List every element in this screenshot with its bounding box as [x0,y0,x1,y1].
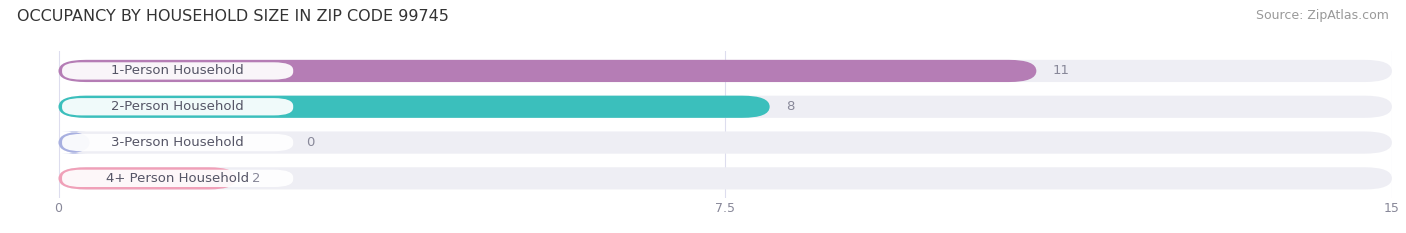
FancyBboxPatch shape [62,170,294,187]
Text: 8: 8 [786,100,794,113]
Text: 1-Person Household: 1-Person Household [111,65,245,77]
Text: 2-Person Household: 2-Person Household [111,100,245,113]
Text: 2: 2 [252,172,260,185]
Text: OCCUPANCY BY HOUSEHOLD SIZE IN ZIP CODE 99745: OCCUPANCY BY HOUSEHOLD SIZE IN ZIP CODE … [17,9,449,24]
FancyBboxPatch shape [62,98,294,115]
FancyBboxPatch shape [59,60,1036,82]
FancyBboxPatch shape [62,134,294,151]
FancyBboxPatch shape [59,131,90,154]
FancyBboxPatch shape [59,167,1392,189]
FancyBboxPatch shape [59,96,1392,118]
Text: Source: ZipAtlas.com: Source: ZipAtlas.com [1256,9,1389,22]
Text: 0: 0 [307,136,315,149]
FancyBboxPatch shape [59,167,236,189]
FancyBboxPatch shape [59,131,1392,154]
FancyBboxPatch shape [59,60,1392,82]
Text: 4+ Person Household: 4+ Person Household [105,172,249,185]
FancyBboxPatch shape [59,96,769,118]
FancyBboxPatch shape [62,62,294,80]
Text: 3-Person Household: 3-Person Household [111,136,245,149]
Text: 11: 11 [1052,65,1070,77]
